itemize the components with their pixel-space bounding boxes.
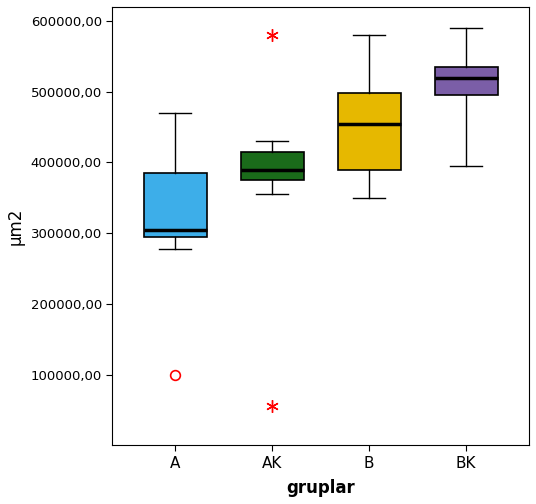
PathPatch shape <box>144 173 207 237</box>
Y-axis label: μm2: μm2 <box>7 208 25 245</box>
X-axis label: gruplar: gruplar <box>286 479 355 497</box>
PathPatch shape <box>338 93 400 169</box>
PathPatch shape <box>241 152 304 180</box>
PathPatch shape <box>435 67 497 95</box>
